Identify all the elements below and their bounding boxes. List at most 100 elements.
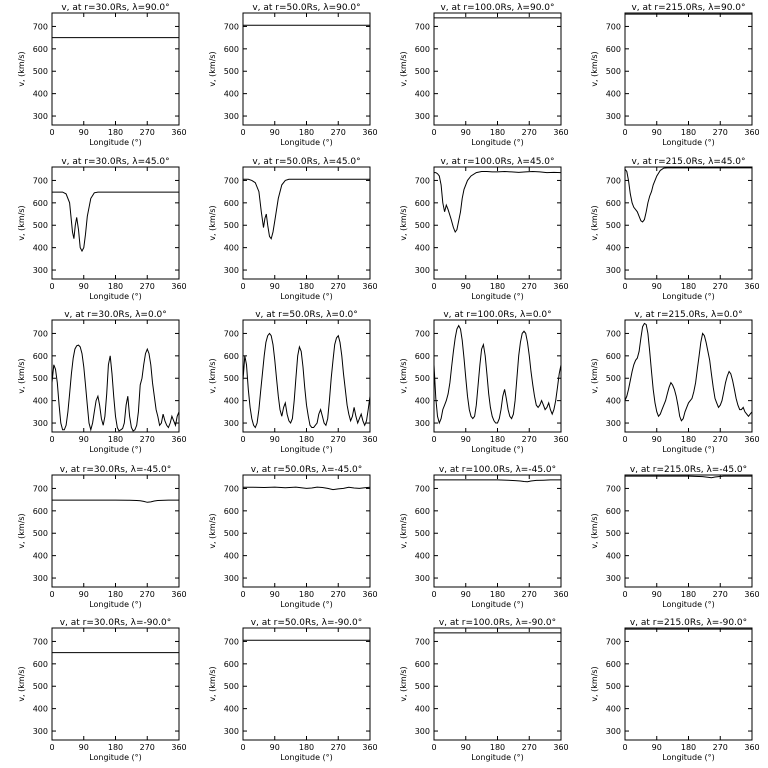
- panel-title: v, at r=215.0Rs, λ=90.0°: [631, 3, 745, 13]
- x-tick-label: 0: [240, 435, 245, 444]
- x-tick-label: 360: [744, 590, 759, 599]
- plot-frame: [624, 319, 753, 433]
- y-tick-label: 600: [415, 45, 430, 54]
- x-tick-label: 270: [331, 435, 346, 444]
- plot-frame: [51, 474, 180, 588]
- x-tick-label: 0: [240, 128, 245, 137]
- x-axis-label: Longitude (°): [89, 753, 142, 762]
- y-tick-label: 500: [224, 529, 239, 538]
- panel-16: 0 90 180 270 360 300 400 500 600 700 v, at r=30.0R…: [17, 618, 187, 762]
- x-tick-label: 180: [299, 743, 314, 752]
- y-tick-label: 400: [224, 90, 239, 99]
- y-tick-label: 700: [415, 22, 430, 31]
- y-tick-label: 300: [415, 266, 430, 275]
- x-tick-label: 270: [522, 743, 537, 752]
- x-tick-label: 270: [713, 128, 728, 137]
- x-tick-label: 90: [270, 282, 280, 291]
- y-tick-label: 500: [33, 682, 48, 691]
- x-tick-label: 90: [79, 128, 89, 137]
- x-tick-label: 180: [108, 282, 123, 291]
- panel-18: 0 90 180 270 360 300 400 500 600 700 v, at r=100.0…: [399, 618, 569, 762]
- x-axis-label: Longitude (°): [662, 600, 715, 609]
- x-axis-label: Longitude (°): [280, 138, 333, 147]
- y-axis-label: v, (km/s): [17, 51, 26, 86]
- panel-title: v, at r=30.0Rs, λ=45.0°: [61, 157, 169, 167]
- series-line-0: [51, 344, 180, 432]
- panel-title: v, at r=215.0Rs, λ=45.0°: [631, 157, 745, 167]
- y-tick-label: 300: [33, 112, 48, 121]
- panel-title: v, at r=215.0Rs, λ=-45.0°: [630, 465, 747, 475]
- x-tick-label: 180: [108, 128, 123, 137]
- y-tick-label: 400: [415, 244, 430, 253]
- y-tick-label: 600: [415, 199, 430, 208]
- y-tick-label: 600: [606, 507, 621, 516]
- y-axis-label: v, (km/s): [399, 205, 408, 240]
- y-tick-label: 400: [415, 90, 430, 99]
- x-axis-label: Longitude (°): [471, 292, 524, 301]
- y-tick-label: 700: [415, 176, 430, 185]
- y-tick-label: 700: [224, 484, 239, 493]
- x-tick-label: 90: [461, 128, 471, 137]
- y-tick-label: 300: [33, 266, 48, 275]
- x-tick-label: 90: [652, 282, 662, 291]
- plot-frame: [242, 12, 371, 126]
- x-tick-label: 0: [240, 590, 245, 599]
- y-tick-label: 500: [415, 374, 430, 383]
- y-tick-label: 300: [224, 266, 239, 275]
- x-axis-label: Longitude (°): [89, 138, 142, 147]
- x-axis-label: Longitude (°): [280, 600, 333, 609]
- y-tick-label: 300: [224, 419, 239, 428]
- x-tick-label: 180: [490, 435, 505, 444]
- y-tick-label: 400: [415, 397, 430, 406]
- x-tick-label: 360: [171, 435, 186, 444]
- y-axis-label: v, (km/s): [208, 51, 217, 86]
- x-tick-label: 90: [270, 435, 280, 444]
- x-tick-label: 180: [681, 282, 696, 291]
- x-tick-label: 0: [431, 590, 436, 599]
- x-axis-label: Longitude (°): [662, 445, 715, 454]
- plot-frame: [51, 627, 180, 741]
- x-tick-label: 90: [270, 743, 280, 752]
- x-tick-label: 270: [140, 743, 155, 752]
- x-tick-label: 360: [744, 743, 759, 752]
- x-tick-label: 0: [49, 743, 54, 752]
- x-tick-label: 0: [622, 590, 627, 599]
- y-tick-label: 500: [33, 374, 48, 383]
- x-tick-label: 90: [652, 590, 662, 599]
- x-tick-label: 360: [744, 435, 759, 444]
- y-axis-label: v, (km/s): [590, 358, 599, 393]
- x-tick-label: 0: [49, 590, 54, 599]
- x-tick-label: 180: [681, 435, 696, 444]
- y-tick-label: 500: [224, 67, 239, 76]
- y-tick-label: 400: [33, 244, 48, 253]
- x-tick-label: 180: [108, 590, 123, 599]
- y-tick-label: 600: [224, 199, 239, 208]
- x-tick-label: 0: [431, 743, 436, 752]
- x-tick-label: 360: [553, 435, 568, 444]
- y-tick-label: 600: [33, 507, 48, 516]
- x-tick-label: 180: [681, 743, 696, 752]
- y-tick-label: 500: [415, 529, 430, 538]
- x-tick-label: 90: [270, 128, 280, 137]
- y-tick-label: 500: [33, 529, 48, 538]
- x-tick-label: 360: [362, 435, 377, 444]
- x-tick-label: 270: [331, 128, 346, 137]
- panel-5: 0 90 180 270 360 300 400 500 600 700 v, at r=50.0R…: [208, 157, 378, 301]
- x-tick-label: 90: [79, 435, 89, 444]
- y-axis-label: v, (km/s): [590, 205, 599, 240]
- x-tick-label: 0: [622, 435, 627, 444]
- x-tick-label: 360: [362, 128, 377, 137]
- panel-7: 0 90 180 270 360 300 400 500 600 700 v, at r=215.0…: [590, 157, 760, 301]
- y-tick-label: 400: [606, 397, 621, 406]
- x-tick-label: 360: [553, 590, 568, 599]
- x-tick-label: 180: [299, 435, 314, 444]
- y-axis-label: v, (km/s): [208, 358, 217, 393]
- x-tick-label: 0: [240, 282, 245, 291]
- x-tick-label: 90: [270, 590, 280, 599]
- panel-title: v, at r=100.0Rs, λ=45.0°: [440, 157, 554, 167]
- y-axis-label: v, (km/s): [399, 358, 408, 393]
- panel-13: 0 90 180 270 360 300 400 500 600 700 v, at r=50.0R…: [208, 465, 378, 609]
- panel-8: 0 90 180 270 360 300 400 500 600 700 v, at r=30.0R…: [17, 310, 187, 454]
- x-tick-label: 0: [49, 435, 54, 444]
- panel-title: v, at r=30.0Rs, λ=-90.0°: [60, 618, 172, 628]
